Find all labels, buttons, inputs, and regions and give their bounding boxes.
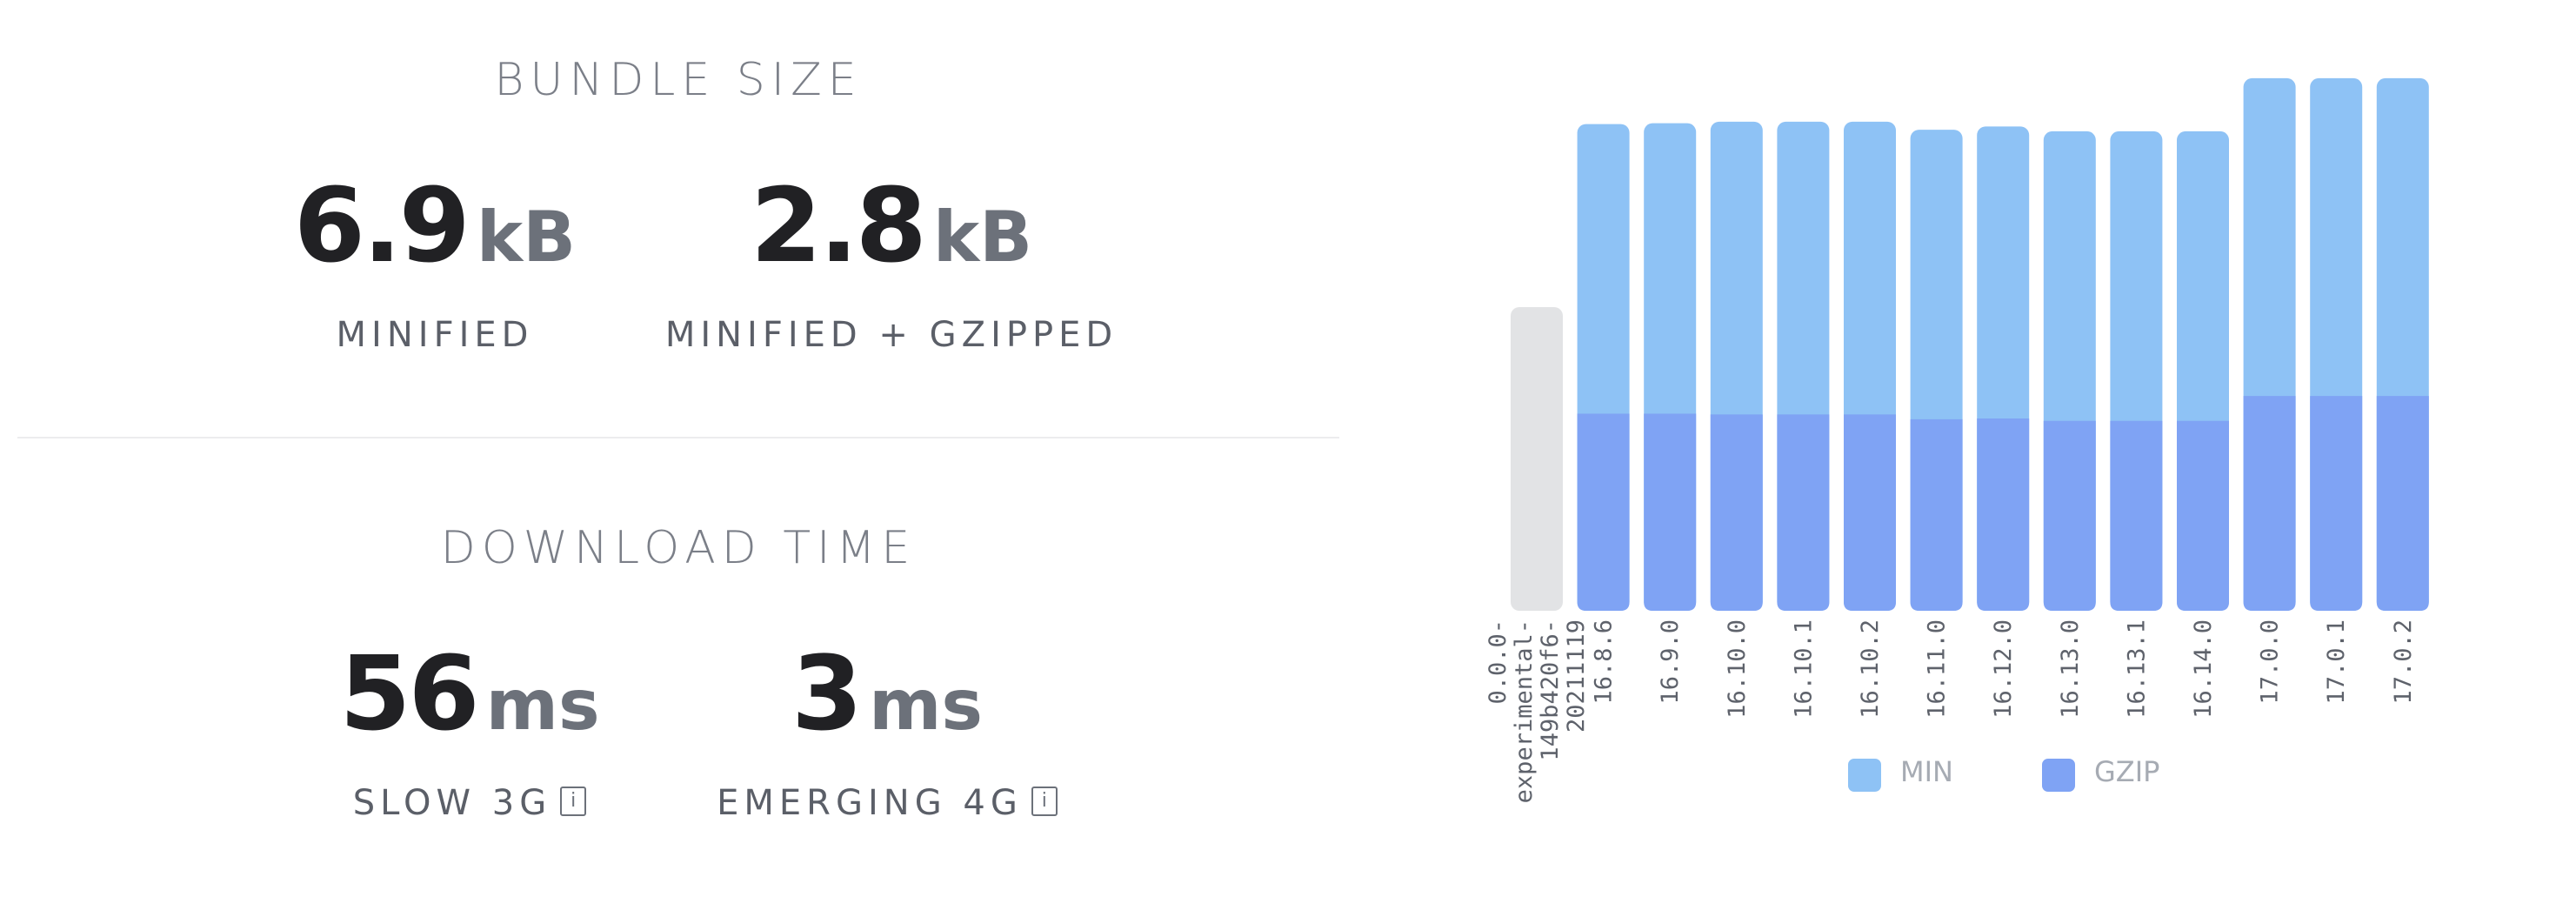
bar-gzip-16.10.1[interactable]	[1777, 414, 1830, 611]
x-tick-label: 16.10.2	[1857, 619, 1884, 719]
x-tick-label: 0.0.0-	[1485, 619, 1512, 705]
minified-label: MINIFIED	[336, 315, 534, 355]
legend-min-label: MIN	[1900, 755, 1953, 788]
emerging-4g-label-row: EMERGING 4G i	[670, 783, 1104, 823]
section-divider	[17, 437, 1339, 438]
bar-gzip-16.12.0[interactable]	[1977, 418, 2030, 611]
minified-size-value: 6.9	[293, 165, 470, 285]
x-tick-label: 16.14.0	[2190, 619, 2217, 719]
emerging-4g-time-value: 3	[791, 633, 863, 753]
minified-size: 6.9 kB	[252, 165, 617, 285]
bar-gzip-16.8.6[interactable]	[1577, 413, 1630, 611]
slow-3g-time: 56 ms	[287, 633, 652, 753]
x-tick-label: 16.11.0	[1924, 619, 1951, 719]
bar-gzip-16.10.0[interactable]	[1710, 414, 1763, 611]
x-tick-label: 16.13.1	[2123, 619, 2150, 719]
x-tick-label: experimental-	[1511, 619, 1538, 803]
bar-gzip-16.14.0[interactable]	[2177, 420, 2229, 611]
bundle-size-title: BUNDLE SIZE	[494, 54, 863, 106]
download-time-title: DOWNLOAD TIME	[440, 522, 917, 574]
emerging-4g-info-icon[interactable]: i	[1031, 787, 1058, 816]
slow-3g-label: SLOW 3G	[352, 783, 552, 823]
bar-gzip-16.13.0[interactable]	[2043, 420, 2096, 611]
legend-min-swatch	[1848, 759, 1881, 792]
legend-gzip-swatch	[2042, 759, 2075, 792]
x-tick-label: 16.10.0	[1724, 619, 1751, 719]
x-tick-label: 16.9.0	[1657, 619, 1684, 705]
bar-gzip-16.13.1[interactable]	[2110, 420, 2163, 611]
slow-3g-label-row: SLOW 3G i	[287, 783, 652, 823]
x-tick-label: 16.10.1	[1790, 619, 1817, 719]
gzipped-size-value: 2.8	[750, 165, 927, 285]
bundle-history-chart: 0.0.0- experimental- 149b420f6- 20211119 16.…	[1485, 77, 2429, 803]
bar-gzip-17.0.2[interactable]	[2376, 396, 2429, 611]
gzipped-size-unit: kB	[932, 197, 1033, 278]
bar-gzip-16.9.0[interactable]	[1644, 413, 1697, 611]
bar-gzip-16.10.2[interactable]	[1844, 414, 1896, 611]
x-tick-label: 16.12.0	[1990, 619, 2017, 719]
x-tick-label: 149b420f6-	[1537, 619, 1564, 761]
minified-size-unit: kB	[476, 197, 577, 278]
slow-3g-time-unit: ms	[485, 665, 600, 746]
legend-gzip-label: GZIP	[2094, 755, 2160, 788]
bar-gzip-17.0.0[interactable]	[2243, 396, 2296, 611]
bar-placeholder[interactable]	[1511, 307, 1563, 611]
gzipped-size: 2.8 kB	[696, 165, 1087, 285]
x-tick-label: 20211119	[1563, 619, 1590, 733]
x-tick-label: 16.8.6	[1591, 619, 1618, 705]
x-tick-label: 17.0.0	[2257, 619, 2284, 705]
x-tick-label: 17.0.1	[2323, 619, 2350, 705]
slow-3g-info-icon[interactable]: i	[560, 787, 587, 816]
gzipped-label: MINIFIED + GZIPPED	[664, 315, 1118, 355]
x-tick-label: 16.13.0	[2057, 619, 2084, 719]
emerging-4g-time-unit: ms	[869, 665, 984, 746]
bar-gzip-17.0.1[interactable]	[2310, 396, 2363, 611]
slow-3g-time-value: 56	[339, 633, 479, 753]
bar-gzip-16.11.0[interactable]	[1910, 418, 1963, 611]
x-tick-label: 17.0.2	[2390, 619, 2417, 705]
emerging-4g-time: 3 ms	[704, 633, 1070, 753]
emerging-4g-label: EMERGING 4G	[717, 783, 1023, 823]
